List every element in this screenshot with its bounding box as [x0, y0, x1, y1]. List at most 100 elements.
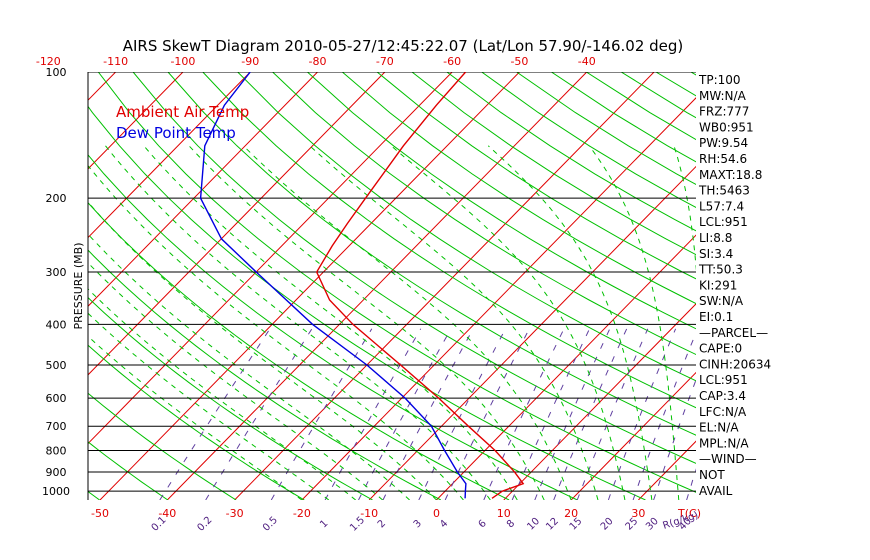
pressure-tick-label: 500	[46, 359, 67, 372]
bottom-temp-tick-label: -20	[293, 507, 311, 520]
dry-adiabat-line	[97, 72, 696, 493]
pressure-tick-label: 400	[46, 318, 67, 331]
bottom-temp-tick-label: 0	[433, 507, 440, 520]
index-label: LCL:951	[699, 373, 748, 387]
top-temp-tick-label: -60	[443, 55, 461, 68]
pressure-tick-label: 700	[46, 420, 67, 433]
mixing-ratio-label: 12	[544, 516, 561, 533]
index-label: MAXT:18.8	[699, 168, 762, 182]
mixing-ratio-label: 1	[318, 518, 330, 530]
index-label: FRZ:777	[699, 105, 749, 119]
pressure-tick-label: 900	[46, 466, 67, 479]
moist-adiabat-line	[588, 145, 680, 500]
isotherm-lines	[0, 72, 696, 500]
moist-adiabat-line	[88, 164, 464, 500]
dry-adiabat-line	[88, 344, 305, 500]
dry-adiabat-line	[376, 72, 696, 280]
temp-unit-label: T(C)	[677, 507, 701, 520]
mixing-ratio-line	[358, 328, 452, 500]
isotherm-line	[234, 72, 655, 500]
index-label: TT:50.3	[698, 263, 743, 277]
moist-adiabat-line	[88, 201, 437, 500]
y-axis-label: PRESSURE (MB)	[72, 243, 85, 330]
index-label: L57:7.4	[699, 199, 744, 213]
index-label: PW:9.54	[699, 136, 748, 150]
isotherm-line	[88, 72, 116, 101]
index-label: LI:8.8	[699, 231, 732, 245]
dry-adiabat-line	[88, 296, 373, 500]
bottom-temp-tick-label: -50	[91, 507, 109, 520]
pressure-tick-label: 300	[46, 266, 67, 279]
bottom-temp-tick-label: 20	[564, 507, 578, 520]
bottom-temp-tick-label: 30	[631, 507, 645, 520]
ambient-temp-line	[315, 72, 525, 499]
mixing-ratio-line	[653, 378, 696, 500]
isobar-lines	[88, 72, 696, 492]
dewpoint-temp-line	[199, 72, 467, 499]
top-temp-tick-label: -90	[241, 55, 259, 68]
mixing-ratio-label: 0.2	[196, 515, 215, 534]
isotherm-line	[88, 72, 318, 307]
legend-ambient: Ambient Air Temp	[116, 103, 249, 121]
isotherm-line	[99, 72, 520, 500]
dry-adiabat-line	[341, 72, 696, 305]
pressure-tick-label: 1000	[42, 485, 70, 498]
index-label: LFC:N/A	[699, 405, 747, 419]
bottom-temp-ticks: -50 -40 -30 -20 -10 0 10 20 30 T(C)	[91, 507, 701, 520]
isotherm-line	[88, 72, 184, 170]
top-temp-tick-label: -40	[578, 55, 596, 68]
mixing-ratio-label: 0.5	[261, 515, 280, 534]
mixing-ratio-line	[553, 328, 628, 500]
isotherm-line	[436, 234, 696, 500]
index-label: MW:N/A	[699, 89, 747, 103]
index-label: KI:291	[699, 278, 737, 292]
top-temp-tick-label: -50	[510, 55, 528, 68]
index-label: CINH:20634	[699, 357, 771, 371]
mixing-ratio-label: 3	[412, 518, 424, 530]
bottom-temp-tick-label: -30	[226, 507, 244, 520]
isotherm-line	[0, 72, 48, 500]
index-label: SW:N/A	[699, 294, 744, 308]
dry-adiabat-line	[167, 72, 696, 436]
top-temp-tick-label: -70	[376, 55, 394, 68]
index-label: MPL:N/A	[699, 436, 749, 450]
index-label: SI:3.4	[699, 247, 733, 261]
mixing-ratio-label: 6	[477, 518, 489, 530]
profile-series	[199, 72, 525, 499]
mixing-ratio-label: 30	[644, 516, 661, 533]
top-temp-ticks: -120 -110 -100 -90 -80 -70 -60 -50 -40	[36, 55, 596, 68]
index-label: EI:0.1	[699, 310, 733, 324]
mixing-ratio-lines	[159, 328, 696, 500]
mixing-ratio-line	[324, 328, 422, 500]
bottom-temp-tick-label: -40	[158, 507, 176, 520]
moist-adiabat-line	[487, 145, 653, 500]
legend-dewpoint: Dew Point Temp	[116, 124, 236, 142]
index-label: RH:54.6	[699, 152, 747, 166]
dry-adiabat-line	[88, 441, 169, 500]
index-label: TH:5463	[698, 184, 750, 198]
index-label: NOT	[699, 468, 725, 482]
moist-adiabat-line	[143, 145, 518, 500]
top-temp-tick-label: -120	[36, 55, 61, 68]
mixing-ratio-label: 8	[505, 518, 517, 530]
dry-adiabat-line	[202, 72, 696, 409]
index-label: TP:100	[698, 73, 741, 87]
isotherm-line	[166, 72, 588, 500]
index-label: WB0:951	[699, 120, 754, 134]
chart-title: AIRS SkewT Diagram 2010-05-27/12:45:22.0…	[123, 37, 684, 55]
index-label: —WIND—	[699, 452, 757, 466]
dry-adiabat-line	[761, 72, 870, 500]
dry-adiabat-line	[88, 202, 510, 500]
index-label: AVAIL	[699, 484, 733, 498]
mixing-ratio-line	[576, 328, 649, 500]
dry-adiabat-line	[88, 154, 578, 500]
pressure-ticks: 100 200 300 400 500 600 700 800 900 1000	[42, 66, 70, 498]
top-temp-tick-label: -100	[170, 55, 195, 68]
mixing-ratio-label: 10	[525, 516, 542, 533]
isotherm-line	[503, 303, 696, 500]
mixing-ratio-label: 2	[376, 518, 388, 530]
top-temp-tick-label: -80	[309, 55, 327, 68]
index-label: CAPE:0	[699, 342, 742, 356]
